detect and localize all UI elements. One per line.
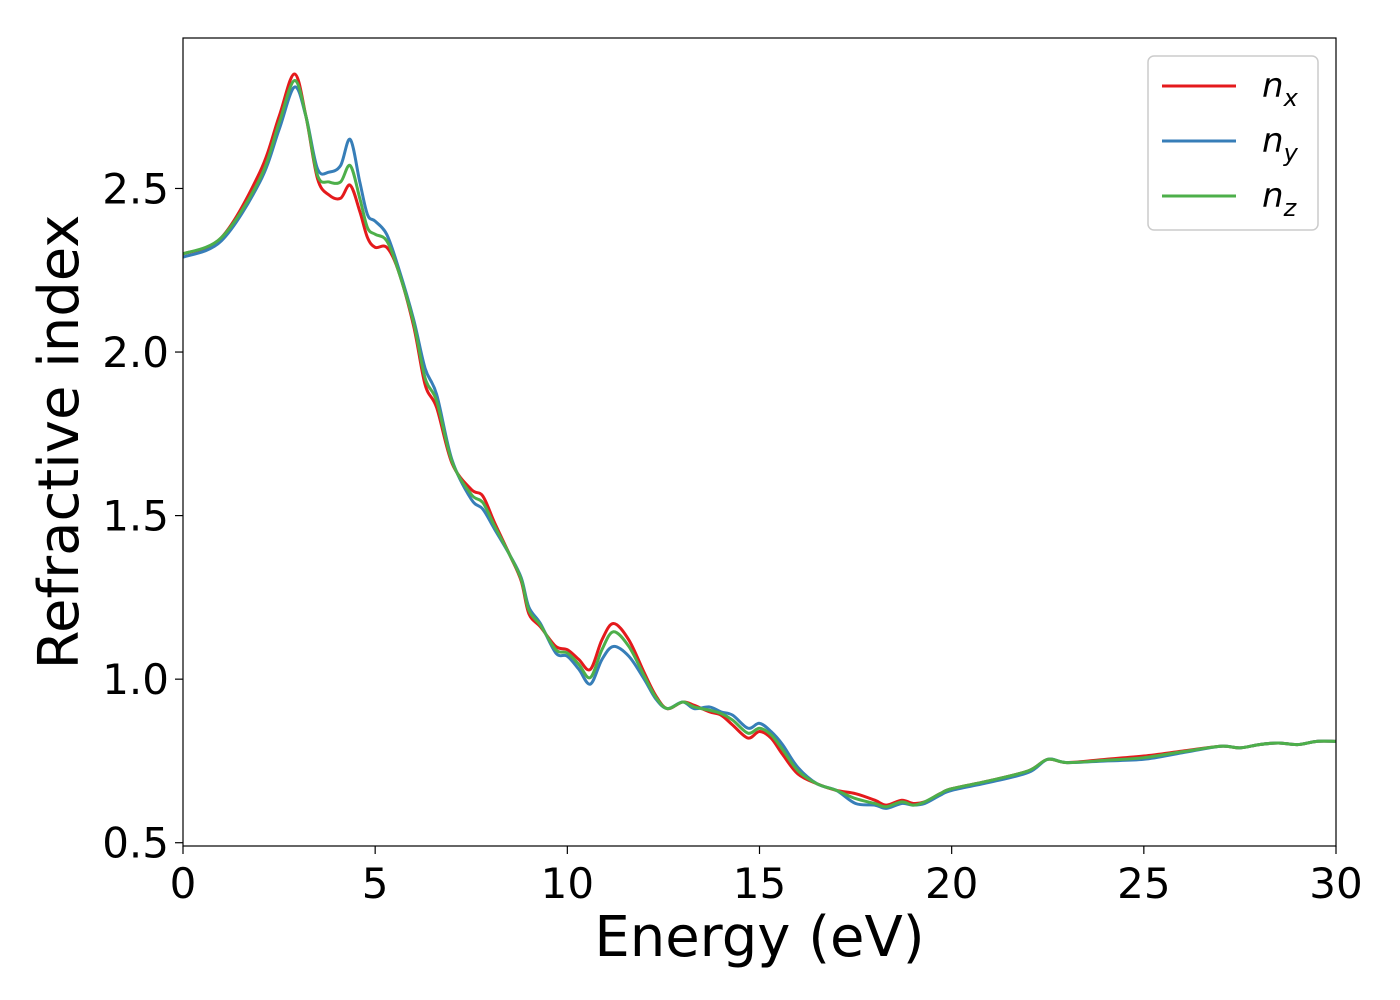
series-line-z: [183, 79, 1336, 809]
y-tick-label: 1.0: [102, 655, 169, 704]
x-tick-label: 0: [170, 859, 197, 908]
x-tick-label: 5: [362, 859, 389, 908]
x-tick-label: 10: [541, 859, 594, 908]
x-tick-label: 15: [733, 859, 786, 908]
y-axis: 0.5 1.0 1.5 2.0 2.5: [102, 164, 183, 868]
y-tick-label: 2.0: [102, 328, 169, 377]
y-tick-label: 0.5: [102, 819, 169, 868]
legend-items: nx ny nz: [1162, 66, 1299, 222]
legend: nx ny nz: [1147, 55, 1319, 231]
x-tick-label: 25: [1117, 859, 1170, 908]
y-axis-label: Refractive index: [27, 215, 92, 670]
legend-box: [1147, 55, 1319, 231]
legend-label-z: nz: [1262, 176, 1298, 222]
y-tick-label: 1.5: [102, 492, 169, 541]
x-axis-label: Energy (eV): [594, 905, 924, 970]
series-layer: [183, 72, 1336, 810]
x-tick-label: 30: [1309, 859, 1362, 908]
legend-label-x: nx: [1262, 66, 1299, 112]
legend-label-y: ny: [1262, 121, 1299, 167]
y-tick-label: 2.5: [102, 164, 169, 213]
x-tick-label: 20: [925, 859, 978, 908]
x-axis: 0 5 10 15 20 25 30: [170, 846, 1363, 908]
